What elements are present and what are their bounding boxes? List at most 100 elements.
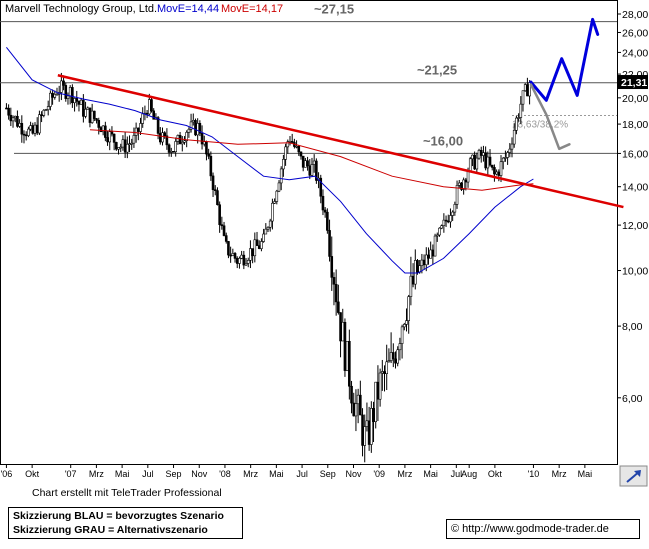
- candle-body: [126, 143, 129, 153]
- x-tick-label: Mrz: [243, 469, 258, 479]
- y-tick-label: 10,00: [622, 266, 648, 278]
- candle-body: [376, 381, 380, 400]
- candle-body: [99, 127, 103, 133]
- candle-body: [337, 301, 340, 313]
- candle-body: [402, 324, 406, 328]
- candle-body: [462, 179, 465, 190]
- candle-body: [356, 394, 360, 405]
- candle-body: [148, 99, 151, 115]
- chart-header: Marvell Technology Group, Ltd. MovE=14,4…: [5, 3, 283, 15]
- candle-body: [482, 152, 485, 156]
- candle-body: [396, 349, 400, 364]
- candle-body: [438, 227, 441, 236]
- candle-body: [90, 110, 94, 123]
- candle-body: [246, 260, 250, 264]
- candle-body: [400, 326, 404, 344]
- candle-body: [137, 127, 140, 132]
- candle-body: [312, 160, 316, 165]
- candle-body: [275, 190, 279, 202]
- candle-body: [33, 124, 37, 134]
- candle-body: [398, 343, 402, 351]
- candle-body: [457, 182, 461, 186]
- candle-body: [389, 352, 393, 361]
- candle-body: [484, 152, 487, 169]
- candle-body: [227, 241, 230, 256]
- candle-body: [145, 112, 149, 115]
- candle-body: [257, 245, 261, 249]
- candle-body: [202, 141, 206, 145]
- candle-body: [499, 161, 503, 176]
- candle-body: [306, 160, 309, 167]
- x-tick-label: Mrz: [552, 469, 567, 479]
- price-candles: [5, 72, 531, 463]
- candle-body: [51, 92, 54, 98]
- x-axis: '06 Okt '07 Mrz Mai Jul Sep Nov '08 Mrz Mai Jul Sep N…: [1, 464, 592, 479]
- candle-body: [330, 256, 334, 278]
- candle-body: [310, 164, 314, 176]
- candle-body: [420, 259, 424, 266]
- candle-body: [453, 204, 457, 213]
- candle-body: [40, 114, 43, 116]
- x-tick-label: Jul: [142, 469, 154, 479]
- candle-body: [172, 151, 175, 153]
- candle-body: [84, 108, 87, 117]
- candle-body: [446, 220, 450, 223]
- x-tick-label: Jul: [451, 469, 463, 479]
- candle-body: [44, 109, 48, 112]
- x-tick-label: Okt: [25, 469, 40, 479]
- ma-label-red: MovE=14,17: [221, 3, 283, 15]
- candle-body: [231, 253, 235, 256]
- candle-body: [123, 139, 127, 153]
- candle-body: [233, 253, 237, 259]
- candle-body: [424, 254, 428, 266]
- candle-body: [77, 101, 81, 105]
- candle-body: [422, 259, 426, 266]
- candle-body: [134, 127, 138, 136]
- candle-body: [464, 179, 468, 183]
- candle-body: [266, 226, 270, 230]
- last-price-marker: [618, 75, 648, 90]
- candle-body: [435, 234, 439, 237]
- candle-body: [416, 260, 419, 273]
- candle-body: [359, 394, 362, 416]
- candle-body: [244, 263, 248, 266]
- trendline: [57, 74, 624, 209]
- candle-body: [66, 95, 70, 99]
- candle-body: [352, 402, 356, 417]
- candle-body: [141, 113, 145, 124]
- candle-body: [253, 239, 257, 257]
- candle-body: [9, 114, 13, 122]
- candle-body: [468, 158, 472, 172]
- candle-body: [405, 320, 408, 325]
- candle-body: [150, 99, 153, 112]
- candle-body: [501, 157, 505, 163]
- candle-body: [308, 165, 312, 176]
- candle-body: [508, 148, 512, 153]
- candle-body: [271, 202, 274, 222]
- moving-average-line: [89, 129, 534, 191]
- candle-body: [433, 235, 437, 257]
- candle-body: [479, 149, 483, 156]
- candle-body: [165, 135, 169, 146]
- x-tick-label: '06: [1, 469, 13, 479]
- candle-body: [299, 151, 303, 157]
- candle-body: [444, 219, 448, 222]
- candle-body: [158, 133, 162, 143]
- candle-body: [106, 137, 109, 143]
- candle-body: [112, 133, 116, 143]
- candle-body: [262, 233, 265, 242]
- x-tick-label: Mai: [115, 469, 130, 479]
- candle-body: [220, 224, 224, 227]
- scenario-line-blau: [529, 17, 600, 102]
- candle-body: [411, 275, 415, 285]
- candle-body: [365, 420, 369, 427]
- arrow-head-icon: [634, 470, 641, 477]
- chart-scroll-corner[interactable]: [619, 465, 648, 487]
- candle-body: [75, 98, 79, 102]
- source-link[interactable]: http://www.godmode-trader.de: [462, 523, 609, 535]
- candle-body: [301, 155, 305, 168]
- candle-body: [385, 361, 389, 374]
- last-price-label: 21,31: [621, 77, 647, 89]
- candle-body: [348, 340, 351, 387]
